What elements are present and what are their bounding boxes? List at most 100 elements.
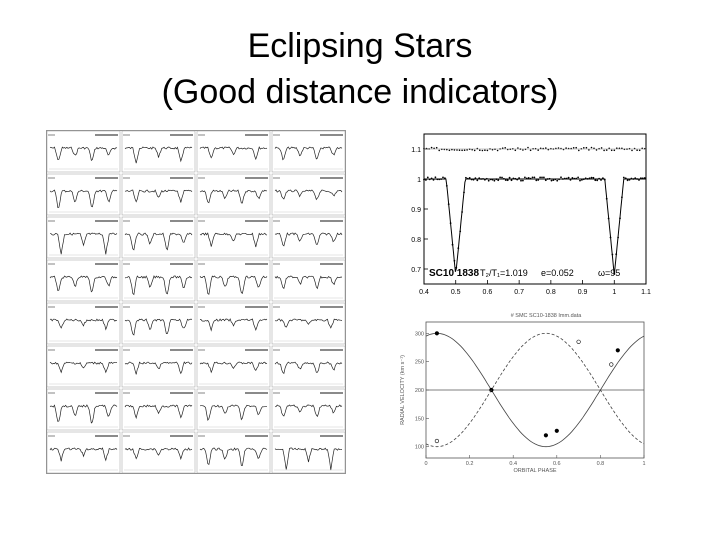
rv-secondary-curve [425,332,645,448]
lc-residual-point [616,147,618,149]
lc-point [619,217,621,220]
lc-point [430,177,433,180]
lc-point [565,177,568,180]
light-curve-cell [46,216,121,259]
lc-point [512,177,515,180]
lc-residual-point [524,148,527,151]
cell-light-curve [199,447,268,466]
rv-xtick-label: 0.8 [597,461,605,467]
light-curve-cell [271,302,346,345]
lc-point [470,178,473,181]
lc-point [581,179,583,181]
lc-point [451,243,454,246]
lc-point [622,176,625,179]
radial-velocity-curve: # SMC SC10-1838 Imm.data RADIAL VELOCITY… [400,313,646,474]
rv-xlabel: ORBITAL PHASE [513,468,556,474]
lc-point [617,236,619,239]
cell-light-curve [49,361,118,374]
lc-point [588,177,591,180]
lc-point [518,177,520,179]
light-curve-cell [121,431,196,474]
lc-star-label: SC10 1838 [429,268,479,279]
lc-point [438,178,441,181]
lc-xtick-label: 0.6 [483,289,493,296]
cell-light-curve [124,275,193,296]
lc-residual-point [517,147,519,149]
eclipse-light-curve-grid [46,130,346,474]
lc-residual-point [501,147,504,149]
cell-light-curve [199,189,268,204]
lc-point [520,179,522,182]
lc-residual-point [456,149,458,151]
lc-point [586,178,589,180]
lc-temp-ratio-label: T₂/T₁=1.019 [480,268,528,278]
rv-ylabel: RADIAL VELOCITY (km s⁻¹) [400,355,406,425]
lc-residual-point [438,149,440,152]
rv-primary-curve [425,332,645,448]
rv-xtick-label: 1 [642,461,645,467]
lc-point [531,176,534,179]
lc-point [638,179,640,181]
lc-residual-point [539,147,542,150]
lc-point [482,178,484,180]
light-curve-cell [196,216,271,259]
lc-point [525,177,528,180]
cell-light-curve [274,447,343,471]
lc-ytick-label: 0.7 [411,267,421,274]
lc-ytick-label: 1.1 [411,147,421,154]
lc-point [550,179,553,182]
cell-light-curve [274,404,343,418]
light-curve-cell [46,345,121,388]
lc-residual-point [605,149,608,151]
light-curve-cell [271,130,346,173]
cell-light-curve [124,404,193,420]
lc-point [556,179,559,182]
lc-point [447,203,450,205]
lc-point [577,176,579,179]
lc-point [480,178,482,180]
cell-light-curve [274,275,343,290]
light-curve-cell [196,259,271,302]
lc-point [461,211,463,213]
lc-point [611,253,614,256]
cell-light-curve [49,146,118,162]
lc-xtick-label: 0.5 [451,289,461,296]
lc-point [573,177,576,180]
rv-xtick-label: 0 [424,461,427,467]
lc-point [546,178,549,180]
lc-point [529,177,532,180]
lc-residual-point [527,146,529,149]
lc-xtick-label: 1 [612,289,616,296]
lc-residual-point [557,147,560,149]
lc-point [621,196,623,199]
lc-xtick-label: 0.8 [546,289,556,296]
lc-xtick-label: 0.9 [578,289,588,296]
lc-residual-point [643,147,646,150]
lc-residual-point [623,148,626,151]
lc-residual-point [504,147,506,149]
rv-secondary-point [609,362,614,367]
lc-point [440,178,442,180]
lc-residual-point [613,149,616,152]
lc-point [579,179,581,182]
light-curve-cell [271,345,346,388]
lc-point [432,179,435,181]
cell-light-curve [199,361,268,374]
cell-light-curve [274,232,343,247]
lc-point [602,177,604,180]
lc-point [442,176,444,179]
rv-secondary-point [576,339,581,344]
lc-residual-point [463,149,466,151]
lc-point [503,177,505,180]
lc-residual-point [529,149,532,152]
lc-point [640,177,642,179]
lc-point [594,179,597,182]
lc-residual-point [631,149,633,152]
lc-point [548,177,551,180]
lc-residual-point [435,146,438,149]
lc-point [449,222,452,224]
lc-residual-point [572,147,575,149]
slide-title-line2: (Good distance indicators) [161,73,559,111]
lc-point [487,179,490,182]
light-curve-cell [46,259,121,302]
